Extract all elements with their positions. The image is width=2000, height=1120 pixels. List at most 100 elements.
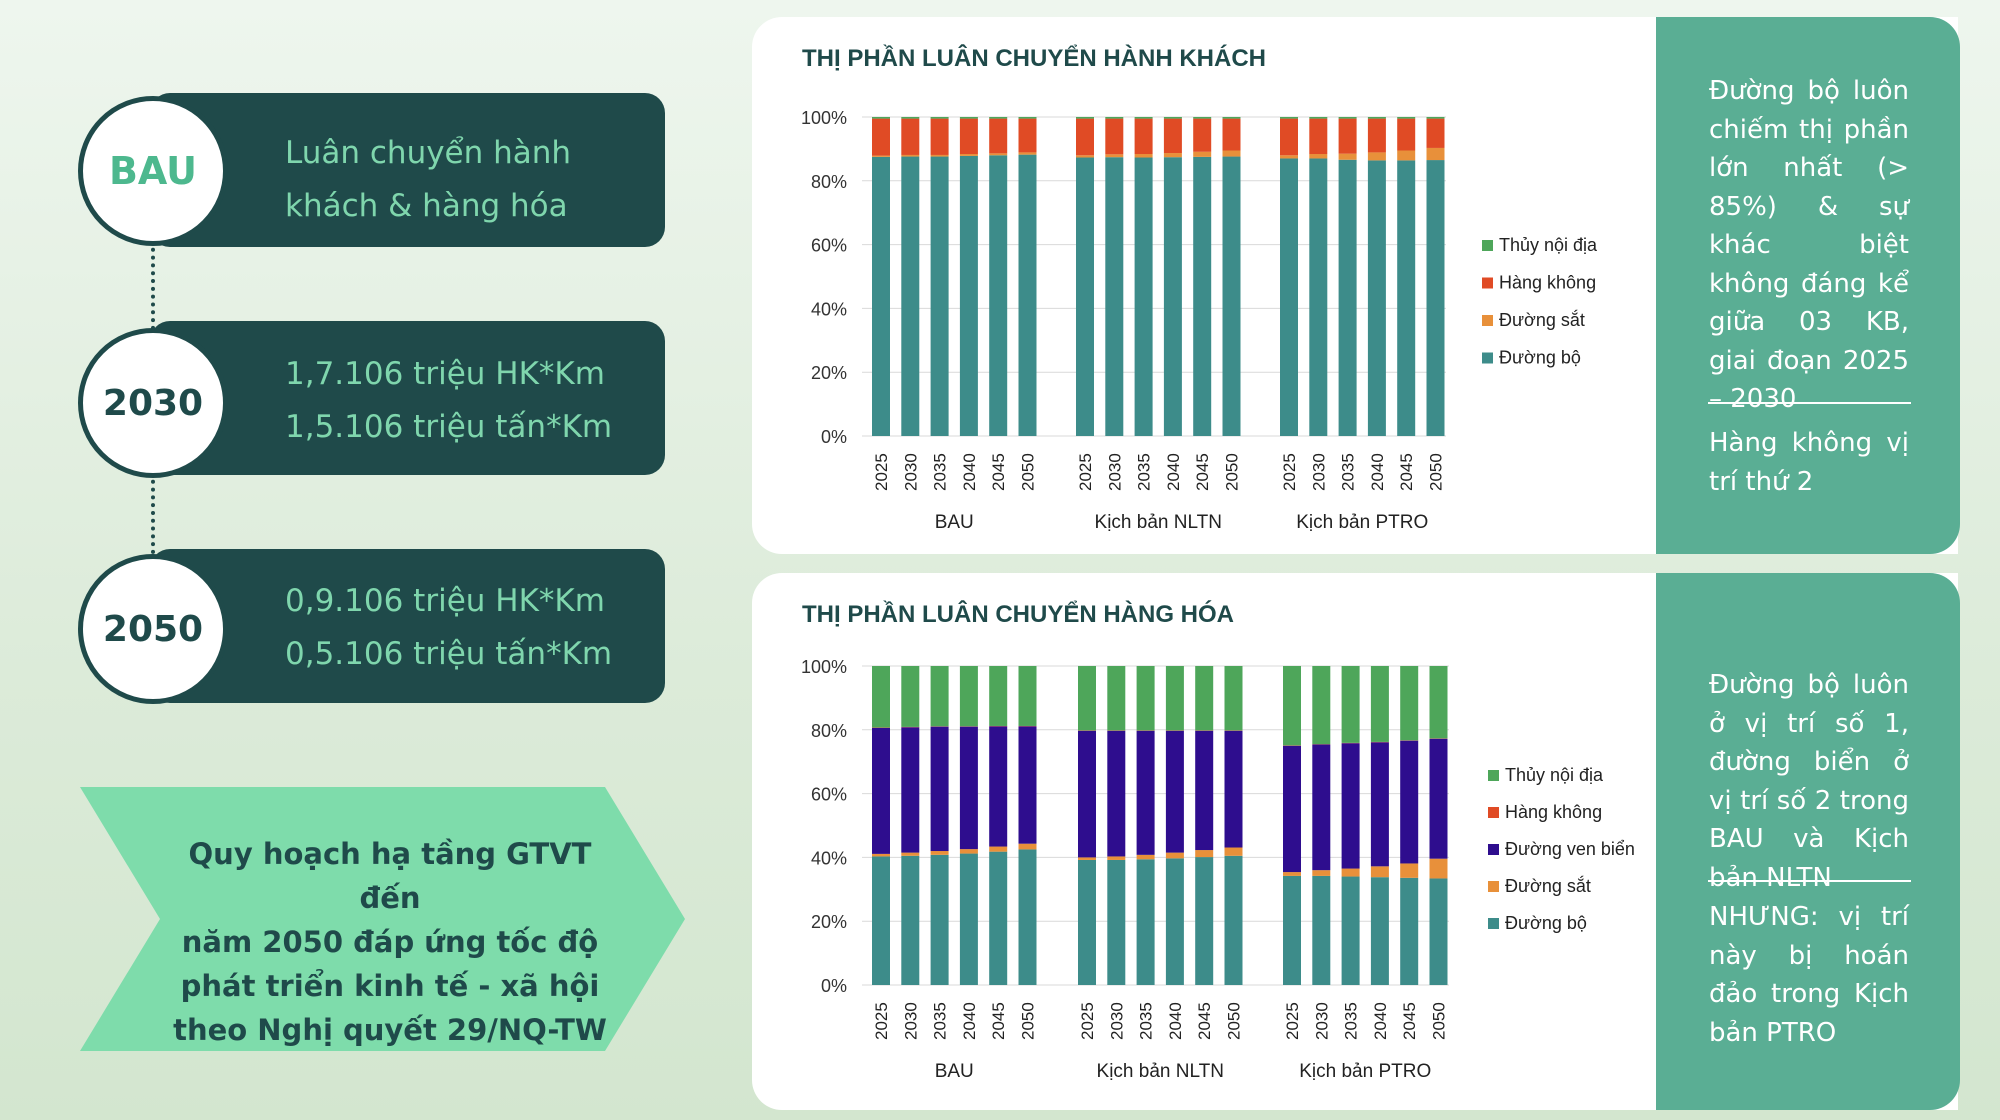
bau-pill [150, 93, 665, 247]
legend-label: Đường sắt [1505, 875, 1591, 896]
x-tick-label: 2025 [1280, 453, 1299, 491]
bar-segment [1224, 666, 1243, 731]
x-tick-label: 2025 [1283, 1002, 1302, 1040]
pill-2030 [150, 321, 665, 475]
x-tick-label: 2035 [931, 1002, 950, 1040]
bar-segment [1078, 730, 1096, 858]
freight-note-panel: Đường bộ luôn ở vị trí số 1, đường biển … [1656, 573, 1960, 1110]
bar-segment [1107, 730, 1126, 857]
legend-swatch [1482, 315, 1493, 326]
bar-segment [1136, 859, 1155, 985]
bar-segment [1018, 154, 1037, 436]
bar-segment [989, 846, 1008, 852]
legend-swatch [1488, 881, 1499, 892]
bar-segment [1018, 726, 1037, 844]
bar-segment [1341, 876, 1360, 985]
group-label: BAU [935, 1061, 974, 1082]
x-tick-label: 2045 [989, 453, 1008, 491]
passenger-note-divider [1708, 402, 1911, 404]
bar-segment [1076, 157, 1094, 436]
bar-segment [1338, 153, 1357, 160]
x-tick-label: 2025 [872, 453, 891, 491]
bar-segment [1400, 877, 1419, 985]
passenger-note-main: Đường bộ luôn chiếm thị phần lớn nhất (>… [1709, 76, 1909, 414]
bar-segment [959, 849, 978, 854]
bar-segment [930, 851, 949, 855]
bar-segment [1370, 666, 1389, 742]
x-tick-label: 2025 [1078, 1002, 1097, 1040]
bar-segment [1134, 118, 1153, 155]
bar-segment [1400, 740, 1419, 864]
y-tick-label: 100% [801, 657, 847, 677]
x-tick-label: 2045 [1400, 1002, 1419, 1040]
legend-swatch [1482, 352, 1493, 364]
bar-segment [1105, 154, 1124, 158]
bar-segment [1222, 156, 1241, 436]
legend-swatch [1488, 770, 1499, 781]
description-2030: 1,7.106 triệu HK*Km 1,5.106 triệu tấn*Km [285, 348, 655, 454]
bar-segment [1370, 742, 1389, 867]
freight-share-chart: 0% 20% 40% 60% 80% 100% 2025 2030 2035 2040 2045 20… [801, 657, 1635, 1082]
bar-segment [1163, 157, 1182, 436]
bar-segment [1224, 730, 1243, 848]
freight-note-secondary: NHƯNG: vị trí này bị hoán đảo trong Kịch… [1709, 902, 1909, 1048]
x-tick-label: 2040 [1371, 1002, 1390, 1040]
bar-segment [930, 117, 949, 119]
bar-segment [1076, 155, 1094, 158]
bar-segment [1222, 118, 1241, 151]
bar-segment [1426, 117, 1445, 119]
y-tick-label: 40% [811, 848, 847, 868]
bar-segment [1107, 859, 1126, 985]
x-tick-label: 2040 [1368, 453, 1387, 491]
bar-segment [1283, 666, 1301, 746]
bar-segment [1312, 875, 1331, 985]
x-tick-label: 2050 [1430, 1002, 1449, 1040]
bar-segment [1222, 150, 1241, 157]
y-tick-label: 0% [821, 976, 847, 996]
line-2030-freight: 1,5.106 triệu tấn*Km [285, 409, 613, 445]
x-tick-label: 2045 [1397, 453, 1416, 491]
x-tick-label: 2045 [989, 1002, 1008, 1040]
bar-segment [901, 156, 920, 436]
x-tick-label: 2040 [1166, 1002, 1185, 1040]
bar-segment [1338, 118, 1357, 154]
legend-swatch [1488, 844, 1499, 855]
bar-segment [872, 666, 890, 728]
bar-segment [1367, 117, 1386, 119]
bar-segment [901, 852, 920, 856]
bar-segment [1397, 117, 1416, 119]
bar-segment [959, 666, 978, 727]
banner-line: phát triển kinh tế - xã hội [180, 969, 600, 1003]
bar-segment [989, 118, 1008, 154]
legend-label: Đường bộ [1499, 348, 1581, 368]
bar-segment [1136, 730, 1155, 855]
banner-line: theo Nghị quyết 29/NQ-TW [173, 1013, 607, 1047]
bar-segment [872, 118, 890, 156]
x-tick-label: 2050 [1225, 1002, 1244, 1040]
bar-segment [1165, 852, 1184, 859]
x-tick-label: 2025 [872, 1002, 891, 1040]
y-tick-label: 60% [811, 236, 847, 256]
x-tick-label: 2030 [901, 1002, 920, 1040]
legend-label: Đường sắt [1499, 309, 1585, 330]
description-2050: 0,9.106 triệu HK*Km 0,5.106 triệu tấn*Km [285, 575, 655, 681]
bar-segment [1429, 858, 1448, 879]
bar-segment [989, 851, 1008, 985]
x-tick-label: 2030 [1309, 453, 1328, 491]
bar-segment [1165, 666, 1184, 731]
bar-segment [1018, 118, 1037, 153]
bar-segment [1193, 156, 1212, 436]
bar-segment [1312, 744, 1331, 871]
bar-segment [1367, 152, 1386, 161]
timeline-connector [151, 472, 155, 554]
x-tick-label: 2045 [1195, 1002, 1214, 1040]
x-tick-label: 2035 [931, 453, 950, 491]
x-tick-label: 2040 [960, 1002, 979, 1040]
bar-segment [1309, 154, 1328, 159]
bar-segment [1134, 157, 1153, 436]
bar-segment [1105, 157, 1124, 436]
bar-segment [1136, 666, 1155, 731]
bar-segment [1280, 118, 1298, 156]
bar-segment [1163, 118, 1182, 154]
bar-segment [1105, 118, 1124, 155]
